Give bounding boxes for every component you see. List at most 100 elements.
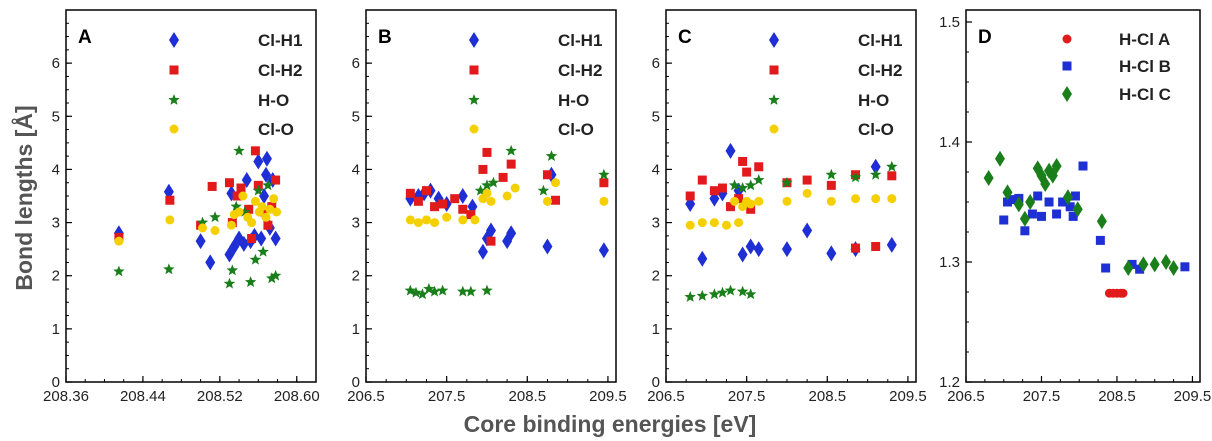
data-point	[730, 196, 740, 206]
panel-letter: C	[678, 27, 692, 48]
data-point	[253, 153, 264, 170]
data-point	[887, 194, 897, 204]
data-point	[261, 150, 272, 167]
data-point	[413, 196, 423, 206]
y-tick-label: 0	[352, 374, 360, 391]
data-point	[239, 205, 251, 217]
data-point	[163, 263, 175, 275]
data-point	[871, 241, 881, 251]
y-tick-label: 6	[352, 55, 360, 72]
data-point	[1127, 259, 1137, 269]
legend-label: Cl-H2	[858, 61, 902, 80]
data-point	[465, 285, 477, 297]
data-point	[436, 284, 449, 296]
data-point	[781, 176, 793, 188]
legend-marker	[769, 32, 779, 48]
data-point	[708, 288, 721, 300]
panel-C: 0 1 2 3 4 5 6 206.5 207.5 208.5 209.5 C Cl-H1 Cl-H2 H-…	[647, 9, 927, 405]
data-point	[247, 234, 257, 244]
legend: Cl-H1 Cl-H2 H-O Cl-O	[168, 31, 302, 139]
data-point	[825, 168, 838, 180]
data-point	[1008, 195, 1018, 205]
x-tick-label: 206.5	[947, 388, 985, 405]
data-point	[754, 162, 764, 172]
y-tick-label: 1.2	[939, 374, 960, 391]
data-point	[114, 236, 124, 246]
data-point	[474, 184, 487, 196]
y-tick-label: 2	[352, 268, 360, 285]
data-point	[405, 215, 415, 225]
x-axis-title: Core binding energies [eV]	[464, 411, 757, 437]
data-point	[1161, 254, 1172, 270]
data-point	[551, 178, 561, 188]
x-tick-label: 206.5	[347, 388, 385, 405]
legend: Cl-H1 Cl-H2 H-O Cl-O	[468, 31, 602, 139]
series-Cl-O	[405, 178, 609, 228]
data-point	[261, 166, 271, 183]
x-tick-label: 206.5	[647, 388, 685, 405]
legend-marker	[169, 124, 179, 134]
data-point	[696, 289, 708, 301]
data-point	[249, 253, 262, 265]
data-point	[113, 265, 125, 277]
data-point	[598, 168, 610, 180]
data-point	[1149, 256, 1160, 273]
data-point	[737, 246, 748, 263]
data-point	[207, 181, 217, 191]
data-point	[238, 191, 248, 201]
data-point	[1013, 196, 1024, 213]
y-tick-label: 0	[652, 374, 660, 391]
data-point	[542, 170, 552, 180]
data-point	[458, 215, 468, 225]
legend-marker	[468, 94, 480, 105]
series-Cl-H2	[405, 147, 609, 246]
y-tick-label: 1.3	[939, 254, 960, 271]
x-tick-label: 207.5	[428, 388, 466, 405]
data-point	[1096, 213, 1107, 230]
legend-label: H-Cl C	[1119, 85, 1171, 104]
x-tick-label: 208.5	[509, 388, 547, 405]
data-point	[1062, 189, 1073, 206]
legend-label: Cl-H1	[558, 31, 602, 50]
data-point	[224, 178, 234, 188]
data-point	[438, 199, 448, 209]
data-point	[487, 176, 500, 188]
data-point	[999, 215, 1009, 225]
data-point	[542, 238, 553, 255]
data-point	[1020, 226, 1030, 236]
data-point	[263, 220, 273, 230]
data-point	[410, 286, 422, 298]
legend-label: Cl-H2	[258, 61, 302, 80]
legend-label: Cl-O	[858, 120, 894, 139]
y-tick-label: 1.5	[939, 14, 960, 31]
y-tick-label: 2	[652, 268, 660, 285]
x-tick-label: 208.5	[1098, 388, 1136, 405]
data-point	[736, 285, 749, 297]
data-point	[1036, 211, 1046, 221]
y-tick-label: 1	[52, 321, 60, 338]
data-point	[1101, 263, 1111, 273]
data-point	[247, 218, 257, 228]
legend-label: Cl-O	[258, 120, 294, 139]
series-Cl-O	[114, 191, 282, 246]
legend-marker	[168, 94, 180, 105]
data-point	[421, 186, 431, 196]
y-tick-label: 5	[652, 108, 660, 125]
data-point	[421, 215, 431, 225]
data-point	[886, 236, 897, 253]
data-point	[238, 235, 249, 252]
legend-marker	[769, 65, 779, 75]
data-point	[466, 210, 476, 220]
series-H-Cl A	[1104, 288, 1128, 298]
data-point	[724, 284, 737, 296]
y-axis-title: Bond lengths [Å]	[10, 105, 37, 290]
data-point	[1118, 288, 1128, 298]
data-point	[234, 207, 244, 217]
data-point	[1072, 201, 1083, 218]
y-tick-label: 0	[52, 374, 60, 391]
data-point	[262, 179, 274, 191]
data-point	[1078, 161, 1088, 171]
legend-marker	[769, 124, 779, 134]
